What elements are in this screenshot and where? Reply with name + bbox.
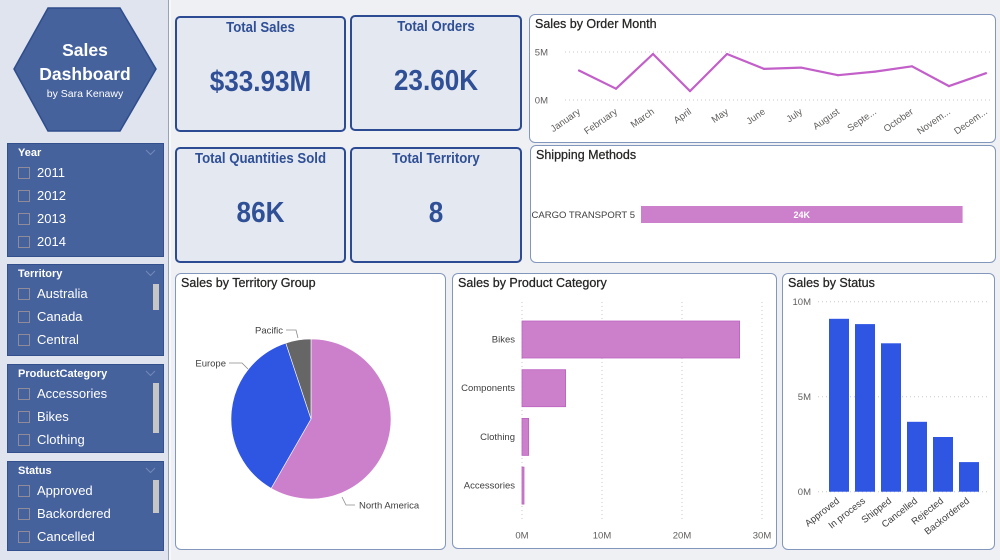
slicer-item-label: Bikes [37,409,69,424]
slicer-item-label: 2011 [37,165,65,180]
kpi-card-total-sales: Total Sales $33.93M [175,16,346,132]
scrollbar-thumb[interactable] [153,480,159,513]
slicer-item[interactable]: Bikes [18,407,148,427]
kpi-value: 8 [428,197,444,229]
chart-card-sales-by-status[interactable]: Sales by Status [782,273,995,550]
checkbox[interactable] [18,288,30,300]
chart-title: Sales by Product Category [458,276,607,290]
slicer-item[interactable]: Australia [18,284,148,304]
kpi-card-total-quantities-sold: Total Quantities Sold 86K [175,147,346,263]
checkbox[interactable] [18,167,30,179]
chart-title: Sales by Order Month [535,17,657,31]
slicer-item[interactable]: Approved [18,481,148,501]
scrollbar-thumb[interactable] [153,284,159,310]
slicer-item[interactable]: 2013 [18,209,148,229]
slicer-item-label: Approved [37,483,93,498]
slicer-item-label: Cancelled [37,529,95,544]
slicer-title: Territory [18,268,63,280]
dashboard-title-line1: Sales [62,40,108,60]
dashboard-logo: Sales Dashboard by Sara Kenawy [0,0,170,140]
slicer-item-label: Central [37,332,79,347]
chart-title: Sales by Territory Group [181,276,316,290]
kpi-title: Total Sales [226,19,295,36]
slicer-title: Year [18,147,42,159]
chevron-down-icon[interactable] [145,149,156,156]
checkbox[interactable] [18,434,30,446]
checkbox[interactable] [18,411,30,423]
dashboard-title-line2: Dashboard [39,64,131,84]
slicer-item-label: 2012 [37,188,66,203]
kpi-title: Total Territory [392,150,480,167]
chart-card-sales-by-territory-group[interactable]: Sales by Territory Group [175,273,446,550]
slicer-item-label: Accessories [37,386,108,401]
kpi-title: Total Orders [397,18,475,35]
slicer-year: Year 2011 2012 2013 2014 [7,143,164,257]
kpi-value: 23.60K [393,65,479,97]
chevron-down-icon[interactable] [145,370,156,377]
kpi-value: 86K [236,197,285,229]
chart-card-shipping-methods[interactable]: Shipping Methods [530,145,996,263]
sidebar-divider [169,0,171,560]
checkbox[interactable] [18,190,30,202]
kpi-title: Total Quantities Sold [194,150,327,167]
chart-title: Sales by Status [788,276,875,290]
chart-card-sales-by-order-month[interactable]: Sales by Order Month [529,14,996,143]
kpi-value: $33.93M [209,66,312,98]
slicer-item[interactable]: Accessories [18,384,148,404]
checkbox[interactable] [18,485,30,497]
slicer-status: Status Approved Backordered Cancelled [7,461,164,551]
kpi-card-total-territory: Total Territory 8 [350,147,522,263]
scrollbar-thumb[interactable] [153,383,159,433]
checkbox[interactable] [18,334,30,346]
slicer-title: Status [18,465,52,477]
chart-title: Shipping Methods [536,148,637,162]
slicer-item-label: Clothing [37,432,85,447]
slicer-item[interactable]: Clothing [18,430,148,450]
slicer-item[interactable]: 2011 [18,163,148,183]
slicer-item[interactable]: 2014 [18,232,148,252]
chart-card-sales-by-product-category[interactable]: Sales by Product Category [452,273,777,549]
slicer-item[interactable]: Central [18,330,148,350]
slicer-item[interactable]: Cancelled [18,527,148,547]
dashboard-author: by Sara Kenawy [46,88,124,100]
filter-sidebar: Sales Dashboard by Sara Kenawy Year 2011… [0,0,169,560]
checkbox[interactable] [18,213,30,225]
checkbox[interactable] [18,388,30,400]
slicer-item[interactable]: Backordered [18,504,148,524]
slicer-title: ProductCategory [18,368,108,380]
chevron-down-icon[interactable] [145,270,156,277]
checkbox[interactable] [18,531,30,543]
slicer-product-category: ProductCategory Accessories Bikes Clothi… [7,364,164,453]
slicer-item-label: Australia [37,286,88,301]
checkbox[interactable] [18,311,30,323]
checkbox[interactable] [18,508,30,520]
slicer-item[interactable]: Canada [18,307,148,327]
slicer-item-label: Canada [37,309,83,324]
checkbox[interactable] [18,236,30,248]
kpi-card-total-orders: Total Orders 23.60K [350,15,522,131]
slicer-territory: Territory Australia Canada Central [7,264,164,356]
slicer-item-label: 2014 [37,234,66,249]
chevron-down-icon[interactable] [145,467,156,474]
slicer-item[interactable]: 2012 [18,186,148,206]
slicer-item-label: 2013 [37,211,66,226]
slicer-item-label: Backordered [37,506,111,521]
hexagon-badge-icon [13,7,157,132]
